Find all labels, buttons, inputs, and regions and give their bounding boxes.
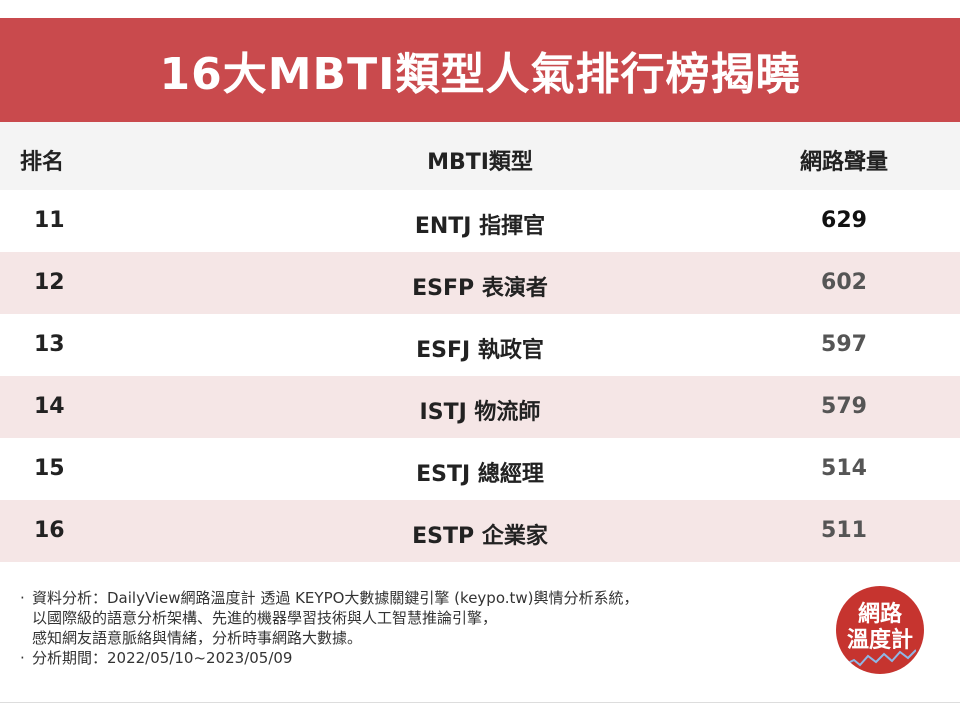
table-row: 14 ISTJ 物流師 579 (0, 376, 960, 438)
note-period: · 分析期間：2022/05/10~2023/05/09 (20, 648, 820, 668)
note-line: 感知網友語意脈絡與情緒，分析時事網路大數據。 (32, 629, 363, 647)
type-cell: ESFJ 執政官 (416, 338, 544, 363)
trend-line-icon (846, 649, 916, 667)
type-cell: ENTJ 指揮官 (414, 214, 546, 239)
logo-text-2: 溫度計 (846, 628, 913, 653)
table-row: 15 ESTJ 總經理 514 (0, 438, 960, 500)
table-row: 12 ESFP 表演者 602 (0, 252, 960, 314)
volume-cell: 602 (821, 270, 867, 295)
table-row: 11 ENTJ 指揮官 629 (0, 190, 960, 252)
rank-cell: 15 (34, 456, 65, 481)
type-cell: ISTJ 物流師 (419, 400, 541, 425)
rank-cell: 12 (34, 270, 65, 295)
note-line: 以國際級的語意分析架構、先進的機器學習技術與人工智慧推論引擎， (32, 609, 498, 627)
footnotes: · 資料分析：DailyView網路溫度計 透過 KEYPO大數據關鍵引擎 (k… (20, 588, 820, 668)
volume-cell: 629 (821, 208, 867, 233)
volume-cell: 597 (821, 332, 867, 357)
type-cell: ESFP 表演者 (412, 276, 548, 301)
table-header: 排名 MBTI類型 網路聲量 (0, 122, 960, 190)
logo-text-1: 網路 (857, 602, 902, 627)
note-line: 資料分析：DailyView網路溫度計 透過 KEYPO大數據關鍵引擎 (key… (32, 589, 639, 607)
header-type: MBTI類型 (427, 150, 533, 175)
volume-cell: 511 (821, 518, 867, 543)
note-source: · 資料分析：DailyView網路溫度計 透過 KEYPO大數據關鍵引擎 (k… (20, 588, 820, 608)
title-banner: 16大MBTI類型人氣排行榜揭曉 (0, 18, 960, 122)
rank-cell: 14 (34, 394, 65, 419)
footer: · 資料分析：DailyView網路溫度計 透過 KEYPO大數據關鍵引擎 (k… (0, 562, 960, 702)
rank-cell: 13 (34, 332, 65, 357)
ranking-table: 11 ENTJ 指揮官 629 12 ESFP 表演者 602 13 ESFJ … (0, 190, 960, 562)
dailyview-logo: 網路 溫度計 (836, 586, 924, 674)
header-rank: 排名 (20, 150, 65, 175)
bullet: · (20, 589, 25, 607)
page-title: 16大MBTI類型人氣排行榜揭曉 (159, 49, 801, 100)
volume-cell: 514 (821, 456, 867, 481)
bullet: · (20, 649, 25, 667)
type-cell: ESTJ 總經理 (416, 462, 544, 487)
rank-cell: 11 (34, 208, 65, 233)
header-volume: 網路聲量 (799, 150, 888, 175)
rank-cell: 16 (34, 518, 65, 543)
table-row: 16 ESTP 企業家 511 (0, 500, 960, 562)
table-row: 13 ESFJ 執政官 597 (0, 314, 960, 376)
volume-cell: 579 (821, 394, 867, 419)
note-line: 分析期間：2022/05/10~2023/05/09 (32, 649, 293, 667)
type-cell: ESTP 企業家 (412, 524, 548, 549)
divider (0, 702, 960, 703)
